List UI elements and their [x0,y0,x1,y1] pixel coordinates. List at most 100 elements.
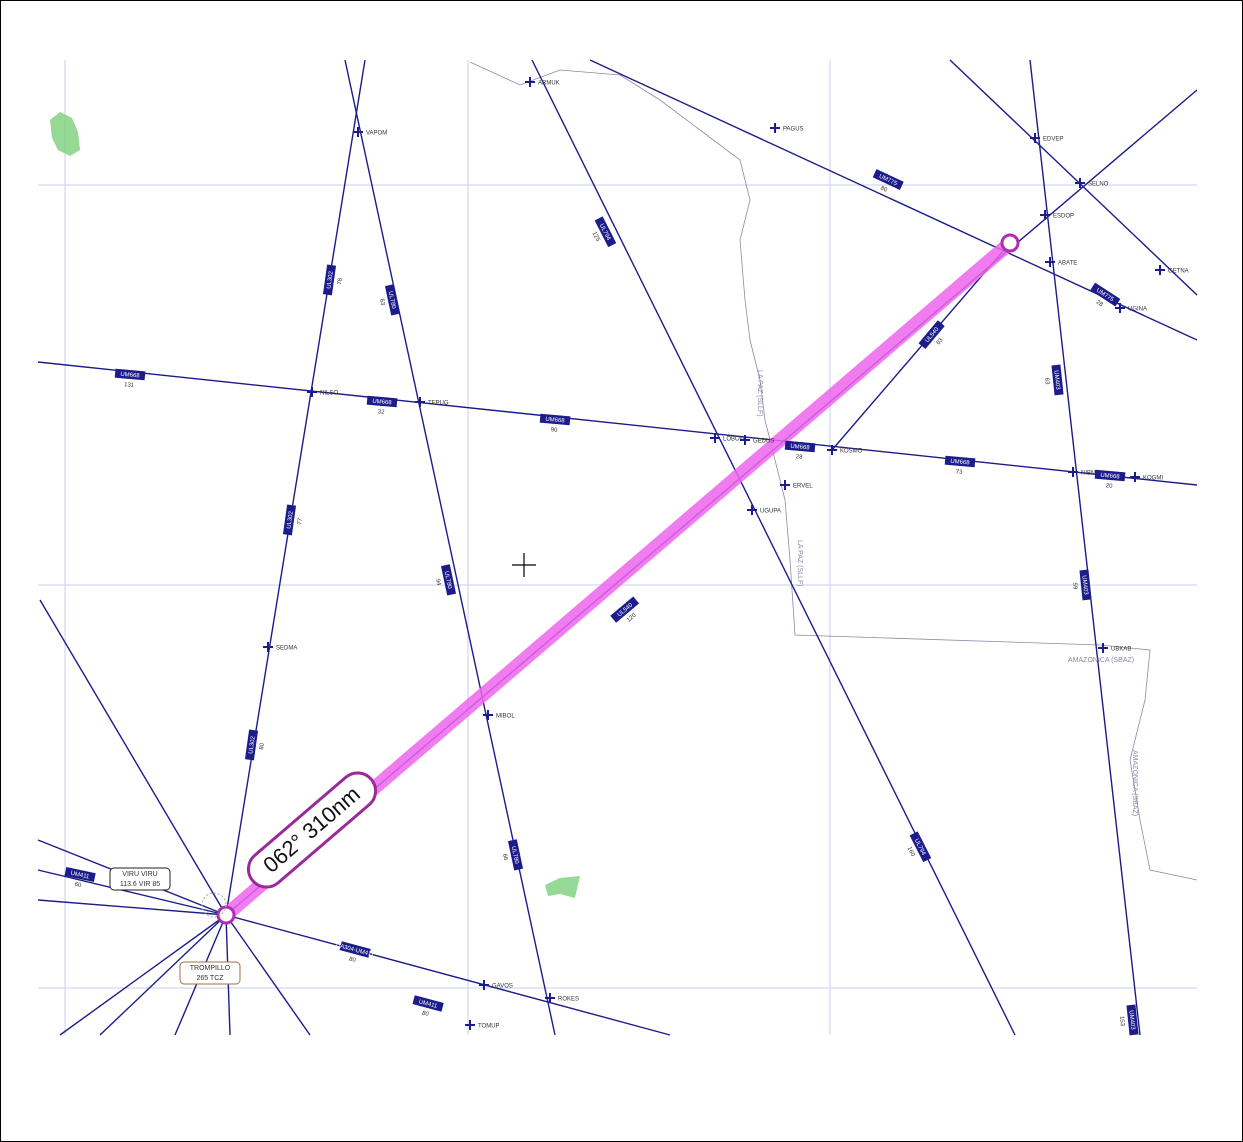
waypoint-label: GAVOS [492,984,513,990]
airway-label: UM668 73 [944,455,976,476]
airway-distance: 28 [795,454,803,461]
waypoint-label: PAGUS [783,127,804,133]
airway-distance: 28 [1095,300,1104,309]
waypoint [780,480,790,490]
boundary-label: AMAZONICA (SBAZ) [1068,657,1134,664]
waypoint [747,505,757,515]
waypoint-label: LOBON [723,437,744,443]
navaid-box [179,961,241,985]
waypoint [1075,178,1085,188]
airway-badge [909,831,932,863]
waypoint [415,397,425,407]
airway-badge [594,216,617,248]
airway-label: UL302 77 [282,504,304,536]
airway-name: UM668 [790,444,810,452]
waypoint-label: ERVEL [793,484,813,490]
airway-distance: 78 [337,277,344,285]
navaid-detail: 265 TCZ [196,975,224,982]
airway-name: UM403 [1127,1010,1135,1031]
waypoint [1155,265,1165,275]
navaid-box [109,867,171,891]
airway-name: UM668 [1100,473,1120,481]
waypoint-label: SELNO [1088,182,1109,188]
navaid-symbol [201,892,227,918]
waypoint-label: NIBMI [1081,471,1098,477]
lakes [50,112,580,898]
airway-distance: 80 [259,742,266,750]
waypoint-label: EDVEP [1043,137,1063,143]
airway-distance: 160 [906,846,916,858]
airway-badge [322,264,337,296]
airway-badge [114,368,146,381]
airway-badge [1090,282,1121,307]
airway-name: UM403 [1052,370,1060,391]
airway-badge [384,284,401,316]
waypoint [740,435,750,445]
waypoint [483,710,493,720]
airway-distance: 63 [1043,377,1050,385]
airway-name: UL780 [443,571,453,590]
airway-label: UM668 32 [366,395,398,416]
airway-badge [1079,569,1092,601]
airway-distance: 120 [626,612,638,623]
airway-distance: 90 [550,427,558,434]
boundary-label: LA PAZ (SLLF) [756,370,763,417]
airway-name: UL302 [286,510,294,529]
airway-badge [918,320,945,350]
waypoint [1030,133,1040,143]
route-end [1000,233,1020,253]
airway-distance: 125 [591,231,601,243]
airway-name: UM411 [418,999,438,1010]
waypoint-label: GEDUS [753,439,774,445]
waypoint [1130,472,1140,482]
airway-label: UL302 78 [322,264,344,296]
waypoint-label: ABATE [1058,261,1077,267]
airway-badge [440,564,457,596]
waypoint [770,123,780,133]
waypoint-label: SEDMA [276,646,297,652]
waypoint-label: UBKAB [1111,647,1131,653]
waypoint-label: TEPUG [428,401,449,407]
waypoint [710,433,720,443]
airway-name: UL780 [387,291,397,310]
boundary-label: AMAZONICA (SBAZ) [1131,750,1138,816]
airway-badge [944,455,976,468]
labels: ARMUK VAPOM PAGUS EDVEP SELNO ESDOP ABATE GETNA… [64,77,1189,1036]
waypoint [1040,210,1050,220]
airway-name: UM668 [120,372,140,380]
airway-distance: 32 [377,409,385,416]
airway-badge [539,413,571,426]
airway-distance: 80 [421,1010,430,1018]
waypoint-label: ROKES [558,997,579,1003]
airway-name: UL302 [326,270,334,289]
airway-distance: 66 [501,853,508,861]
airway-label: UM668 28 [784,440,816,461]
navaid-name: VIRU VIRU [122,871,157,878]
waypoint [263,642,273,652]
waypoint [1115,303,1125,313]
airway-distance: 63 [378,298,385,306]
airway-name: UM668 [372,399,392,407]
airway-badge [244,729,259,761]
airway-label: UM668 20 [1094,469,1126,490]
waypoint-label: MIBOL [496,714,515,720]
boundary-label: LA PAZ (SLLF) [796,540,803,587]
waypoint [1045,257,1055,267]
airway-name: UM668 [545,417,565,425]
airway-distance: 80 [348,956,357,964]
airway-distance: 153 [1118,1016,1125,1027]
waypoint-label: TOMUP [478,1024,500,1030]
airway-label: UM668 90 [539,413,571,434]
airway-badge [1126,1004,1139,1036]
airway-name: UM403 [1080,575,1088,596]
airway-distance: 131 [124,382,135,389]
navaid-name: TROMPILLO [190,965,231,972]
airway-badge [507,839,524,871]
